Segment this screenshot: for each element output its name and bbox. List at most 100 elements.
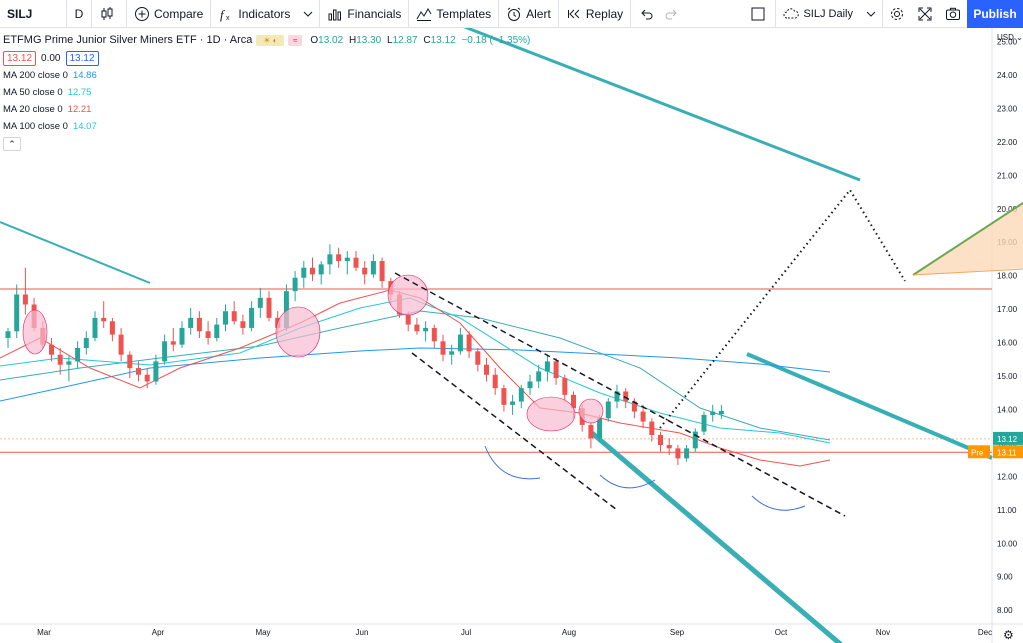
toolbar-divider (498, 0, 500, 28)
financials-button[interactable]: Financials (320, 0, 408, 28)
candle-body (605, 401, 611, 419)
candles-icon (99, 6, 115, 22)
time-tick-label: Apr (152, 628, 165, 637)
candle-body (92, 317, 98, 338)
ma-value: 12.21 (67, 104, 92, 115)
chart-style-button[interactable] (92, 0, 126, 28)
candle-body (718, 410, 724, 415)
candle-body (658, 434, 663, 446)
candle-body (684, 448, 690, 459)
ma-row[interactable]: MA 50 close 0 12.75 (3, 84, 533, 101)
symbol-description[interactable]: ETFMG Prime Junior Silver Miners ETF · 1… (3, 34, 253, 46)
ma-row[interactable]: MA 100 close 0 14.07 (3, 118, 533, 135)
ask-box[interactable]: 13.12 (65, 51, 99, 66)
svg-text:x: x (226, 15, 230, 22)
candle-body (553, 361, 559, 379)
candle-body (14, 294, 20, 332)
price-tick-label: 14.00 (997, 405, 1018, 414)
close-label: C (423, 35, 431, 46)
price-tick-label: 11.00 (997, 506, 1017, 515)
legend-title-row: ETFMG Prime Junior Silver Miners ETF · 1… (3, 32, 533, 49)
toolbar-divider (775, 0, 777, 28)
cloud-icon (783, 6, 800, 22)
symbol-label: SILJ (7, 6, 33, 21)
chart-pane[interactable]: 25.0024.0023.0022.0021.0020.0019.0018.00… (0, 28, 1023, 643)
candle-body (449, 351, 455, 355)
candle-body (492, 374, 498, 389)
candle-body (292, 277, 298, 292)
candle-body (379, 261, 385, 282)
bid-box[interactable]: 13.12 (3, 51, 37, 66)
time-tick-label: Aug (562, 628, 576, 637)
alert-button[interactable]: Alert (499, 0, 558, 28)
trendline (0, 221, 151, 284)
candle-body (5, 331, 11, 338)
time-tick-label: May (255, 628, 270, 637)
time-tick-label: Jul (461, 628, 471, 637)
layout-dropdown[interactable] (860, 0, 882, 28)
market-status-icon: ☀ ◐ (256, 35, 285, 46)
candle-body (327, 254, 333, 265)
toolbar-divider (630, 0, 632, 28)
chevron-down-icon (300, 6, 316, 22)
indicators-dropdown[interactable] (297, 0, 319, 28)
replay-label: Replay (585, 6, 624, 21)
candle-body (240, 321, 246, 328)
ma-label: MA 20 close 0 (3, 104, 63, 115)
ma-value: 12.75 (67, 87, 92, 98)
candle-body (631, 401, 637, 412)
toolbar-divider (319, 0, 321, 28)
collapse-legend-button[interactable]: ⌃ (3, 137, 21, 151)
candle-body (162, 341, 168, 362)
replay-button[interactable]: Replay (559, 0, 630, 28)
candle-body (405, 314, 411, 325)
redo-button[interactable] (659, 0, 683, 28)
snapshot-button[interactable] (939, 0, 967, 28)
time-tick-label: Jun (356, 628, 369, 637)
layout-name: SILJ Daily (803, 8, 853, 20)
candle-body (527, 381, 533, 389)
toolbar-divider (408, 0, 410, 28)
candle-body (544, 361, 550, 372)
time-tick-label: Sep (670, 628, 685, 637)
chevron-down-icon (863, 6, 879, 22)
undo-button[interactable] (631, 0, 659, 28)
layout-button[interactable]: SILJ Daily (776, 0, 860, 28)
candle-body (510, 401, 516, 405)
ma-row[interactable]: MA 200 close 0 14.86 (3, 67, 533, 84)
fullscreen-toggle-button[interactable] (741, 0, 775, 28)
time-tick-label: Nov (876, 628, 890, 637)
time-tick-label: Oct (775, 628, 788, 637)
symbol-search[interactable]: SILJ (0, 0, 66, 28)
candle-body (457, 334, 463, 352)
alarm-clock-icon (506, 6, 522, 22)
open-label: O (310, 35, 319, 46)
trendline (590, 431, 843, 643)
candle-body (466, 334, 472, 352)
price-tick-label: 18.00 (997, 272, 1018, 281)
settings-button[interactable] (883, 0, 911, 28)
open-value: 13.02 (318, 35, 344, 46)
candle-body (440, 341, 446, 355)
templates-button[interactable]: Templates (409, 0, 498, 28)
toolbar-divider (91, 0, 92, 28)
candle-body (179, 327, 185, 345)
candle-body (710, 411, 716, 415)
low-label: L (387, 35, 393, 46)
indicators-label: Indicators (238, 6, 291, 21)
publish-button[interactable]: Publish (967, 0, 1023, 28)
interval-button[interactable]: D (67, 0, 91, 28)
change-value: −0.18 (−1.35%) (461, 35, 531, 46)
fullscreen-button[interactable] (911, 0, 939, 28)
ma-row[interactable]: MA 20 close 0 12.21 (3, 101, 533, 118)
price-chart[interactable]: 25.0024.0023.0022.0021.0020.0019.0018.00… (0, 28, 1023, 643)
alert-label: Alert (526, 6, 551, 21)
compare-button[interactable]: Compare (127, 0, 210, 28)
price-tick-label: 21.00 (997, 171, 1018, 180)
candle-body (431, 327, 437, 342)
candle-body (66, 361, 72, 365)
expand-icon (917, 6, 933, 22)
candle-body (675, 448, 681, 459)
